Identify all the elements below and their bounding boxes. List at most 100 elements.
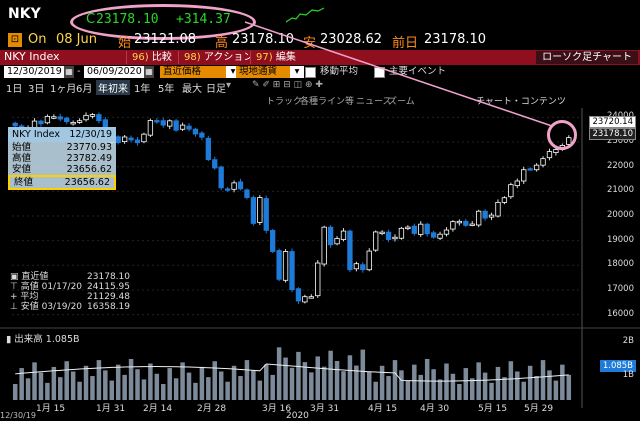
volume-bar [521, 381, 526, 400]
volume-bar [167, 368, 172, 400]
period-6m[interactable]: 6月 [76, 84, 93, 95]
stat-low-value: 16358.19 [87, 302, 130, 312]
control-row: 12/30/2019 ▦ - 06/09/2020 ▦ 直近価格 ▾ 現地通貨 … [0, 66, 640, 79]
period-3d[interactable]: 3日 [28, 84, 45, 95]
period-ytd[interactable]: 年初来 [96, 80, 130, 95]
moving-avg-checkbox[interactable] [305, 67, 316, 78]
tool-chart-content[interactable]: チャート・コンテンツ [476, 97, 566, 107]
candle [64, 117, 70, 123]
volume-bar [115, 364, 121, 400]
volume-bar [180, 362, 185, 400]
candle [508, 184, 514, 198]
start-date-calendar-icon[interactable]: ▦ [64, 66, 74, 78]
price-chart[interactable] [0, 108, 640, 419]
volume-bar [386, 376, 391, 400]
stat-low-label: 安値 [20, 302, 39, 312]
tool-news[interactable]: ニュース [356, 97, 392, 107]
volume-bar [148, 363, 153, 400]
volume-bar [424, 358, 430, 400]
volume-bar [289, 367, 295, 400]
volume-icon: ▮ [6, 334, 15, 345]
period-1d[interactable]: 1日 [6, 84, 23, 95]
volume-bar [540, 360, 546, 400]
volume-bar [12, 384, 18, 400]
ticker-symbol[interactable]: NKY [8, 6, 41, 22]
volume-value: 1.085B [45, 334, 80, 345]
info-row-last: 終値 23656.62 [8, 175, 116, 190]
volume-bar [321, 366, 327, 400]
volume-bar [405, 380, 411, 400]
end-date-field[interactable]: 06/09/2020 [84, 66, 146, 78]
candle [199, 132, 205, 138]
volume-bar [412, 364, 417, 400]
tool-lines[interactable]: 各種ライン等 [300, 97, 355, 107]
volume-tick-2b: 2B [622, 336, 634, 346]
period-daily[interactable]: 日足 [206, 84, 226, 95]
candle [353, 263, 360, 270]
volume-bar [354, 365, 359, 400]
tool-zoom[interactable]: ズーム [388, 97, 415, 107]
y-axis-tick: 16000 [606, 308, 634, 319]
edit-button[interactable]: 97) 編集 [250, 51, 301, 64]
candle [250, 197, 257, 224]
candle [366, 250, 372, 271]
period-dropdown-icon[interactable]: ▾ [226, 80, 232, 91]
info-row-open: 始値 23770.93 [8, 142, 116, 153]
candle [546, 151, 553, 159]
end-date-calendar-icon[interactable]: ▦ [144, 66, 154, 78]
candle [327, 226, 334, 246]
volume-bar [547, 370, 552, 400]
volume-bar [231, 365, 237, 400]
period-1m[interactable]: 1ヶ月 [50, 84, 77, 95]
volume-bar [19, 368, 24, 400]
y-axis-tick: 20000 [606, 210, 634, 220]
security-name[interactable]: NKY Index [4, 50, 60, 63]
stat-high-value: 24115.95 [87, 282, 130, 292]
start-date-field[interactable]: 12/30/2019 [4, 66, 66, 78]
volume-bar [77, 381, 82, 400]
quote-low-label: 安 [303, 36, 317, 51]
volume-bar [489, 382, 494, 400]
volume-bar [173, 378, 179, 400]
volume-bar [366, 371, 372, 400]
candle [553, 149, 559, 153]
quote-prev-label: 前日 [392, 36, 419, 51]
events-checkbox[interactable] [374, 67, 385, 78]
quote-prev: 23178.10 [424, 32, 487, 47]
chart-type-button[interactable]: ローソク足チャート [536, 51, 638, 64]
volume-bar [341, 371, 346, 400]
volume-bar [32, 362, 37, 400]
price-type-select[interactable]: 直近価格 [160, 66, 230, 78]
alert-icon[interactable]: ⊡ [8, 33, 22, 47]
compare-button[interactable]: 96) 比較 [126, 51, 177, 64]
candle [147, 120, 154, 136]
period-1y[interactable]: 1年 [134, 84, 151, 95]
volume-bar [141, 379, 147, 400]
candle [263, 198, 269, 231]
stat-avg-icon: + [10, 292, 21, 302]
volume-bar [515, 371, 520, 400]
volume-bar [218, 371, 224, 400]
date-separator: - [77, 66, 81, 77]
quote-high: 23178.10 [232, 32, 295, 47]
x-axis-tick: 4月 30 [420, 404, 450, 414]
volume-bar [135, 369, 140, 400]
period-max[interactable]: 最大 [182, 84, 202, 95]
candle [205, 137, 211, 161]
volume-bar [186, 372, 192, 400]
volume-bar [64, 361, 69, 400]
tool-track[interactable]: トラック [266, 97, 303, 107]
tool-icons: ✎ ✐ ⊞ ⊟ ◫ ⊕ ✚ [252, 80, 323, 90]
action-button[interactable]: 98) アクション [178, 51, 259, 64]
candle [115, 136, 121, 143]
period-5y[interactable]: 5年 [158, 84, 175, 95]
currency-select[interactable]: 現地通貨 [236, 66, 294, 78]
volume-bar [495, 366, 501, 400]
volume-bar [296, 351, 301, 400]
volume-bar [51, 366, 57, 400]
x-axis-start: 12/30/19 [0, 411, 36, 420]
stat-high-date: 01/17/20 [41, 282, 83, 292]
stat-low-date: 03/19/20 [41, 302, 83, 312]
currency-dropdown-icon[interactable]: ▾ [290, 66, 304, 78]
stat-low: ⊥ 安値 03/19/20 16358.19 [10, 302, 130, 312]
